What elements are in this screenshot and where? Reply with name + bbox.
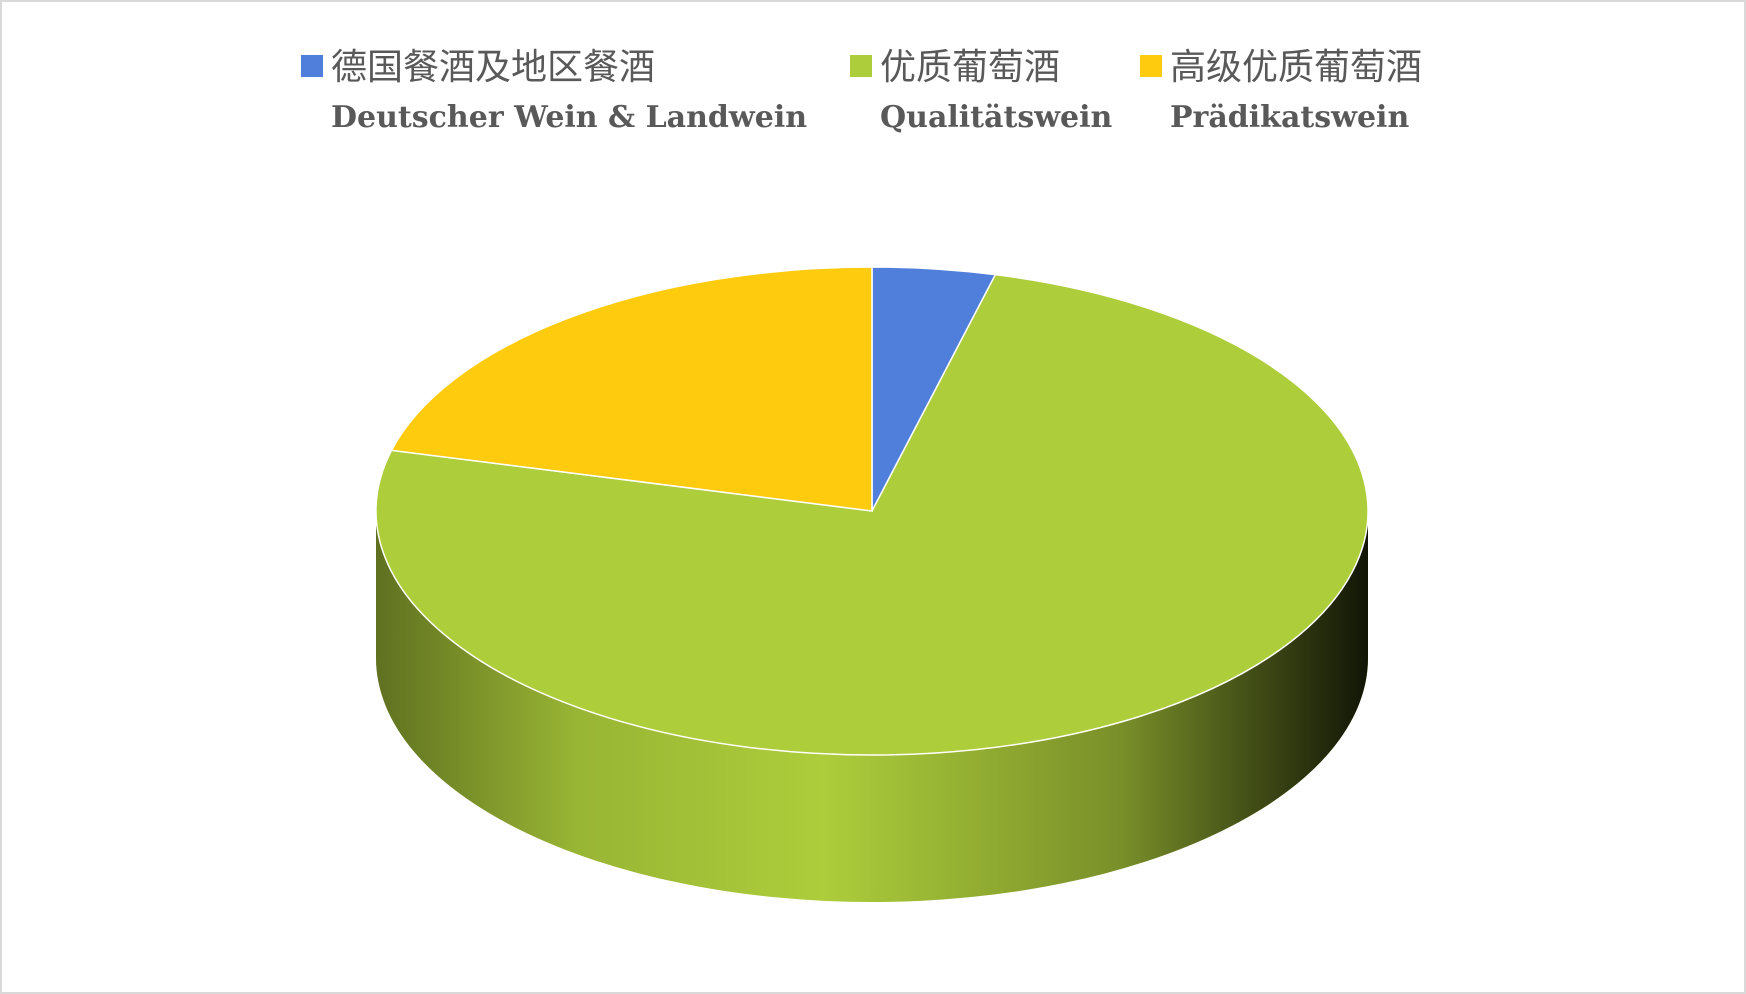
legend-label: 高级优质葡萄酒: [1170, 47, 1422, 88]
slice: [375, 273, 1369, 756]
legend-swatch: [301, 55, 323, 77]
slice: [390, 266, 873, 512]
legend-sublabel: Deutscher Wein & Landwein: [331, 100, 807, 135]
legend-swatch: [850, 55, 872, 77]
legend-swatch: [1140, 55, 1162, 77]
legend-sublabel: Qualitätswein: [880, 100, 1113, 135]
legend-sublabel: Prädikatswein: [1170, 100, 1409, 135]
slice-side-shade: [376, 511, 1368, 902]
legend-label: 优质葡萄酒: [880, 47, 1060, 88]
legend-label: 德国餐酒及地区餐酒: [331, 47, 655, 88]
